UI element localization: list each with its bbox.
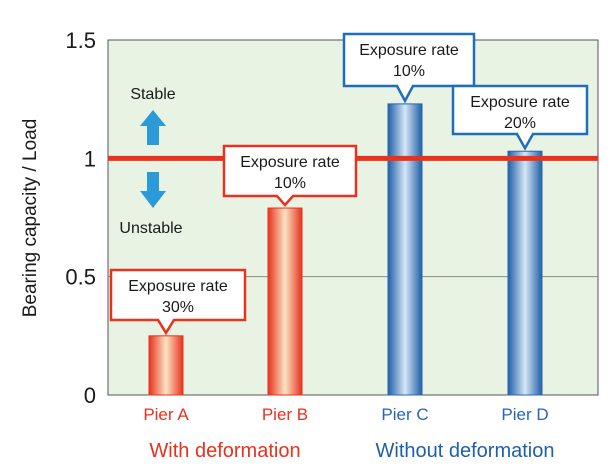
callout-line2: 10%	[393, 63, 425, 80]
callout-line2: 20%	[504, 115, 536, 132]
group-label: With deformation	[149, 440, 300, 462]
callout-1: Exposure rate 30%	[109, 268, 247, 336]
y-tick-labels: 0 0.5 1 1.5	[65, 28, 96, 408]
bar-pier-b	[267, 207, 303, 396]
callout-2: Exposure rate 10%	[222, 144, 358, 207]
y-tick-label: 1.5	[65, 28, 96, 53]
x-tick-label: Pier A	[143, 405, 189, 424]
callout-line1: Exposure rate	[128, 278, 228, 295]
callout-line1: Exposure rate	[470, 94, 570, 111]
callout-3: Exposure rate 10%	[342, 32, 476, 104]
unstable-label: Unstable	[119, 220, 182, 237]
callout-line1: Exposure rate	[359, 42, 459, 59]
callout-line2: 30%	[162, 299, 194, 316]
bar-pier-c	[387, 103, 423, 396]
y-tick-label: 1	[84, 146, 96, 171]
stable-label: Stable	[130, 86, 175, 103]
callout-4: Exposure rate 20%	[451, 84, 589, 151]
callout-line2: 10%	[274, 175, 306, 192]
y-tick-label: 0.5	[65, 265, 96, 290]
callout-line1: Exposure rate	[240, 154, 340, 171]
arrow-up-icon	[140, 110, 166, 145]
x-tick-label: Pier D	[501, 405, 548, 424]
bar-pier-d	[507, 150, 543, 396]
group-label: Without deformation	[376, 440, 555, 462]
x-tick-label: Pier B	[262, 405, 308, 424]
y-tick-label: 0	[84, 383, 96, 408]
y-axis-label: Bearing capacity / Load	[20, 119, 41, 318]
x-tick-labels: Pier A Pier B Pier C Pier D	[143, 405, 548, 424]
arrow-down-icon	[140, 172, 166, 208]
x-tick-label: Pier C	[381, 405, 428, 424]
group-labels: With deformation Without deformation	[149, 440, 554, 462]
bars	[148, 103, 543, 396]
bar-pier-a	[148, 335, 184, 396]
